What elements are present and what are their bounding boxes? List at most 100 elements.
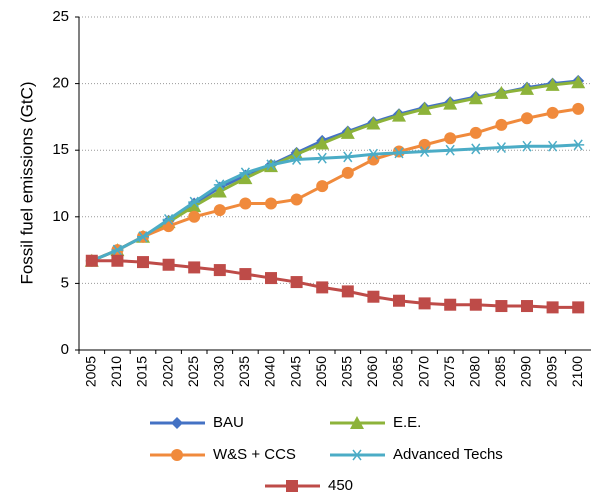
- x-tick-label: 2095: [543, 356, 559, 387]
- data-point: [188, 196, 201, 208]
- data-point: [393, 294, 405, 307]
- data-point: [137, 231, 149, 243]
- data-point: [366, 116, 381, 130]
- data-point: [444, 132, 457, 145]
- series-line: [91, 143, 579, 263]
- data-point: [546, 106, 559, 119]
- x-tick-label: 2020: [159, 356, 175, 387]
- data-point: [239, 167, 252, 179]
- y-tick-label: 5: [61, 274, 69, 291]
- y-tick-label: 10: [52, 208, 69, 225]
- data-point: [572, 102, 585, 115]
- legend-label: Advanced Techs: [393, 446, 503, 463]
- legend-marker: [351, 449, 363, 461]
- x-tick-label: 2025: [185, 356, 201, 387]
- data-point: [188, 261, 201, 274]
- data-point: [239, 268, 252, 281]
- x-tick-label: 2060: [364, 356, 380, 387]
- x-tick-label: 2050: [313, 356, 329, 387]
- data-point: [316, 281, 329, 294]
- data-point: [572, 301, 585, 314]
- data-point: [571, 75, 586, 89]
- y-tick-label: 20: [52, 75, 69, 92]
- data-point: [85, 254, 98, 267]
- data-point: [212, 184, 227, 198]
- data-point: [290, 154, 303, 165]
- data-point: [238, 171, 253, 185]
- x-tick-label: 2070: [415, 356, 431, 387]
- data-point: [341, 285, 354, 298]
- x-tick-label: 2030: [211, 356, 227, 387]
- y-tick-label: 25: [52, 8, 69, 25]
- data-point: [418, 146, 431, 158]
- data-point: [137, 256, 149, 269]
- x-tick-label: 2010: [108, 356, 124, 387]
- data-point: [418, 138, 431, 151]
- data-point: [468, 91, 483, 105]
- legend-marker: [286, 480, 298, 492]
- legend-marker: [350, 416, 364, 429]
- x-tick-label: 2075: [441, 356, 457, 387]
- data-point: [469, 126, 482, 139]
- data-point: [316, 180, 329, 193]
- data-point: [111, 244, 124, 256]
- data-point: [265, 197, 277, 210]
- data-point: [495, 142, 508, 154]
- data-point: [187, 199, 202, 213]
- data-point: [290, 276, 303, 289]
- data-point: [367, 153, 380, 166]
- legend-label: E.E.: [393, 414, 421, 431]
- x-tick-label: 2055: [339, 356, 355, 387]
- data-point: [265, 272, 277, 285]
- data-point: [111, 254, 124, 267]
- x-tick-label: 2005: [83, 356, 99, 387]
- data-point: [546, 140, 559, 152]
- data-point: [340, 125, 355, 139]
- data-point: [521, 300, 533, 313]
- data-point: [418, 297, 431, 310]
- data-point: [213, 204, 226, 217]
- x-tick-label: 2045: [287, 356, 303, 387]
- data-point: [545, 77, 560, 91]
- data-point: [495, 300, 508, 313]
- series-line: [91, 107, 579, 263]
- legend-marker: [171, 417, 183, 429]
- x-tick-label: 2065: [390, 356, 406, 387]
- data-point: [213, 179, 226, 191]
- x-tick-label: 2090: [518, 356, 534, 387]
- data-point: [572, 139, 585, 151]
- data-point: [239, 197, 252, 210]
- y-tick-label: 0: [61, 341, 69, 358]
- x-tick-label: 2080: [467, 356, 483, 387]
- data-point: [444, 298, 457, 311]
- data-point: [265, 159, 277, 171]
- data-point: [393, 147, 405, 159]
- y-axis-label: Fossil fuel emissions (GtC): [17, 81, 36, 284]
- legend-label: BAU: [213, 414, 244, 431]
- data-point: [162, 258, 175, 271]
- data-point: [188, 210, 201, 223]
- data-point: [315, 136, 330, 150]
- x-tick-label: 2015: [134, 356, 150, 387]
- data-point: [392, 108, 406, 122]
- x-tick-label: 2100: [569, 356, 585, 387]
- data-point: [417, 101, 432, 115]
- y-tick-label: 15: [52, 141, 69, 158]
- data-point: [521, 140, 533, 152]
- legend-label: 450: [328, 477, 353, 494]
- x-tick-label: 2085: [492, 356, 508, 387]
- data-point: [546, 301, 559, 314]
- x-tick-label: 2040: [262, 356, 278, 387]
- series-line: [91, 79, 579, 263]
- data-point: [443, 96, 458, 110]
- data-point: [495, 118, 508, 131]
- data-point: [289, 147, 304, 161]
- data-point: [162, 213, 175, 225]
- data-point: [341, 166, 354, 179]
- legend-label: W&S + CCS: [213, 446, 296, 463]
- data-point: [494, 85, 509, 99]
- data-point: [444, 144, 457, 156]
- data-point: [469, 298, 482, 311]
- data-point: [290, 193, 303, 206]
